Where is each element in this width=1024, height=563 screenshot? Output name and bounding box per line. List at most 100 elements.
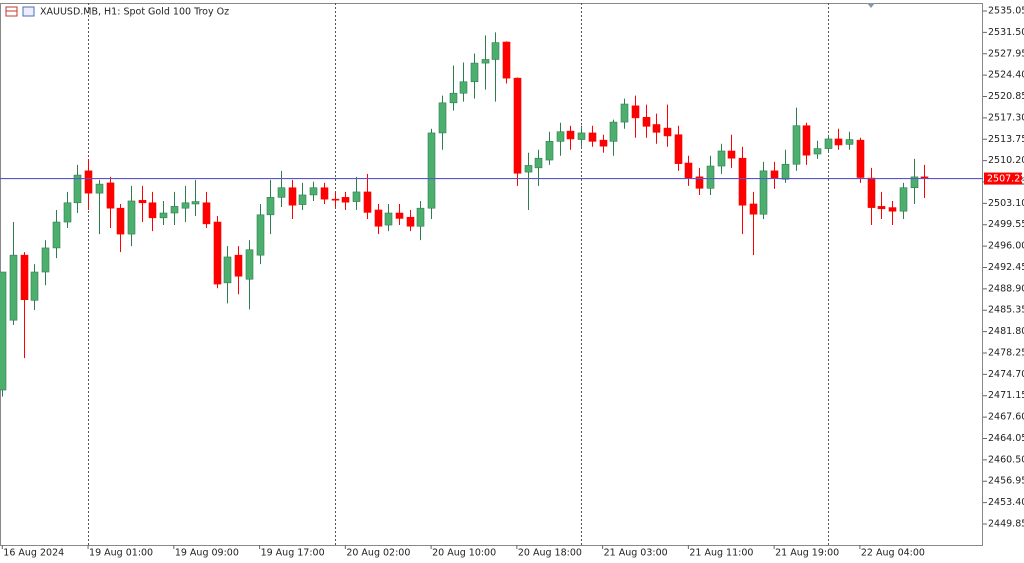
candle-body (223, 256, 232, 284)
x-tick-label: 20 Aug 18:00 (518, 548, 582, 559)
candle-body (663, 127, 672, 137)
candle-body (524, 165, 533, 173)
candle-body (867, 177, 876, 208)
candle-body (95, 183, 104, 194)
y-tick-label: 2485.35 (988, 305, 1024, 316)
candle-body (449, 92, 458, 104)
shift-marker (867, 3, 875, 8)
candle-body (770, 170, 779, 179)
candle-body (52, 221, 61, 249)
candle-body (834, 138, 843, 146)
candle-body (181, 202, 190, 209)
y-tick-label: 2517.30 (988, 112, 1024, 123)
candle-body (341, 197, 350, 203)
candle-body (116, 207, 125, 235)
candle-body (374, 209, 383, 227)
candle-body (202, 202, 211, 225)
y-tick-label: 2456.95 (988, 476, 1024, 487)
candle-body (213, 221, 222, 285)
candle-body (406, 216, 415, 227)
candle-body (138, 200, 147, 204)
y-tick-label: 2481.80 (988, 326, 1024, 337)
candle-body (363, 191, 372, 213)
candle-body (491, 42, 500, 60)
candle-body (41, 247, 50, 273)
x-tick-label: 19 Aug 17:00 (261, 548, 325, 559)
candle-body (717, 150, 726, 167)
plot-frame (0, 3, 983, 546)
chart-title: XAUUSD.MB, H1: Spot Gold 100 Troy Oz (40, 7, 229, 18)
candle-body (191, 201, 200, 205)
candle-body (288, 187, 297, 206)
candle-body (170, 206, 179, 214)
candle-body (566, 130, 575, 140)
candle-body (642, 116, 651, 127)
price-label: 2507.22 (987, 174, 1024, 185)
candle-body (106, 182, 115, 209)
candle-body (674, 134, 683, 164)
candle-body (545, 141, 554, 161)
candle-body (416, 207, 425, 227)
candle-body (856, 139, 865, 178)
candle-body (738, 157, 747, 206)
candle-body (352, 191, 361, 202)
candle-body (73, 174, 82, 204)
x-tick-label: 21 Aug 03:00 (604, 548, 668, 559)
candle-body (599, 139, 608, 147)
candle-body (802, 125, 811, 156)
candle-body (813, 148, 822, 155)
candle-body (781, 163, 790, 180)
candle-body (759, 170, 768, 215)
candle-body (84, 170, 93, 194)
candle-body (148, 202, 157, 219)
y-tick-label: 2467.60 (988, 412, 1024, 423)
y-tick-label: 2474.70 (988, 369, 1024, 380)
candle-body (245, 249, 254, 280)
candle-body (63, 202, 72, 223)
candle-body (395, 212, 404, 219)
y-tick-label: 2535.05 (988, 6, 1024, 17)
y-tick-label: 2499.55 (988, 219, 1024, 230)
candle-body (266, 197, 275, 216)
candle-body (459, 81, 468, 94)
candle-body (631, 105, 640, 119)
candle-body (20, 254, 29, 301)
y-tick-label: 2524.40 (988, 70, 1024, 81)
candle-body (727, 150, 736, 159)
candle-body (234, 254, 243, 277)
candle-body (620, 103, 629, 123)
candle-body (706, 165, 715, 189)
candle-body (256, 214, 265, 256)
y-tick-label: 2527.95 (988, 48, 1024, 59)
candle-body (127, 200, 136, 235)
y-tick-label: 2520.85 (988, 91, 1024, 102)
price-label-box (984, 172, 1022, 185)
candle-body (877, 206, 886, 210)
candle-body (0, 271, 7, 391)
y-tick-label: 2492.45 (988, 262, 1024, 273)
candle-body (298, 194, 307, 205)
x-tick-label: 16 Aug 2024 (3, 548, 64, 559)
candle-body (384, 212, 393, 226)
y-tick-label: 2496.00 (988, 241, 1024, 252)
candle-body (320, 187, 329, 200)
candle-body (577, 132, 586, 140)
symbol-icon (5, 6, 35, 17)
x-tick-label: 19 Aug 01:00 (89, 548, 153, 559)
candle-body (470, 62, 479, 83)
candle-body (309, 187, 318, 196)
x-tick-label: 21 Aug 19:00 (775, 548, 839, 559)
y-tick-label: 2488.90 (988, 283, 1024, 294)
x-tick-label: 19 Aug 09:00 (175, 548, 239, 559)
candle-body (609, 121, 618, 142)
candle-body (652, 124, 661, 133)
candle-body (749, 203, 758, 215)
candle-body (792, 125, 801, 165)
y-tick-label: 2510.20 (988, 155, 1024, 166)
candle-body (481, 59, 490, 64)
candle-body (556, 131, 565, 142)
y-tick-label: 2471.15 (988, 390, 1024, 401)
candle-body (684, 162, 693, 179)
candle-body (30, 271, 39, 301)
